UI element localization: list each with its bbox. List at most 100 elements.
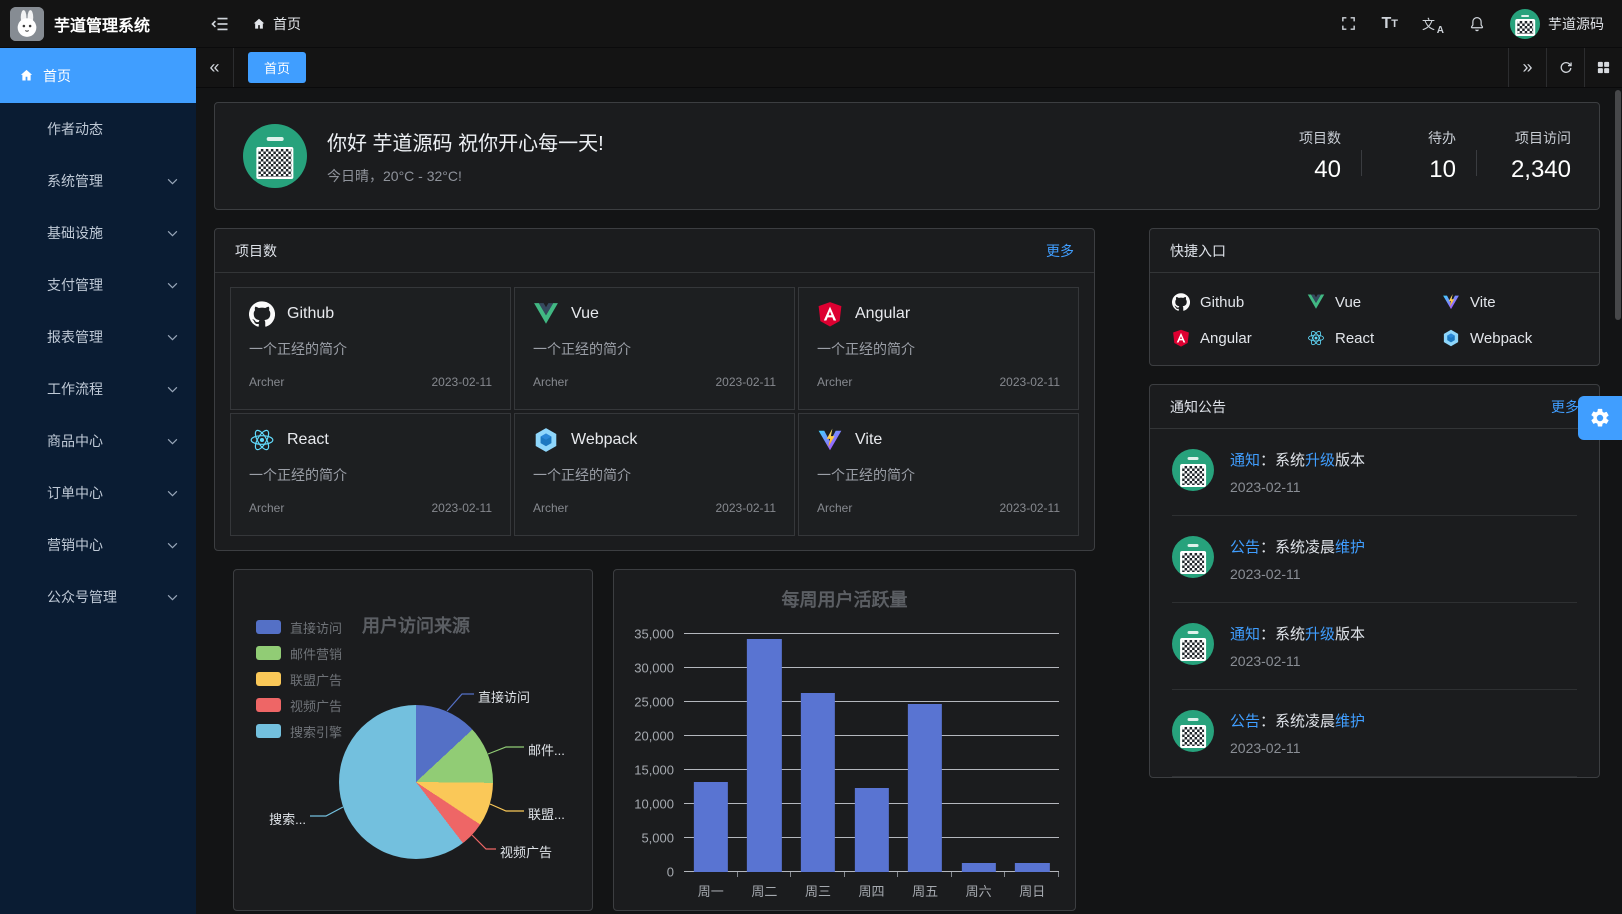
bar-slot: 周二: [738, 634, 792, 899]
settings-gear-button[interactable]: [1578, 396, 1622, 440]
x-axis-tick-label: 周五: [912, 884, 939, 899]
legend-swatch: [256, 698, 281, 712]
projects-panel: 项目数 更多 Github 一个正经的简介 Archer 2023-02-11: [214, 228, 1095, 551]
tab-home[interactable]: 首页: [248, 52, 307, 83]
sidebar-item-report[interactable]: 报表管理: [0, 311, 196, 363]
y-axis-tick-label: 30,000: [634, 660, 674, 676]
fullscreen-icon[interactable]: [1340, 15, 1357, 32]
webpack-icon: [535, 428, 557, 452]
sidebar-item-order[interactable]: 订单中心: [0, 467, 196, 519]
x-axis-tick-label: 周六: [965, 884, 992, 899]
stat-todo: 待办 10: [1428, 130, 1456, 183]
bar-slot: 周六: [952, 634, 1006, 899]
notice-title[interactable]: 通知：系统升级版本: [1230, 626, 1366, 643]
notice-date: 2023-02-11: [1230, 740, 1301, 756]
breadcrumb-label: 首页: [273, 15, 301, 32]
sidebar-item-pay[interactable]: 支付管理: [0, 259, 196, 311]
notice-avatar: [1172, 623, 1214, 665]
projects-more-link[interactable]: 更多: [1046, 242, 1074, 259]
bell-icon[interactable]: [1468, 15, 1486, 33]
react-icon: [250, 429, 274, 451]
sidebar-item-home[interactable]: 首页: [0, 48, 196, 103]
legend-item[interactable]: 直接访问: [256, 614, 342, 640]
chevron-down-icon: [167, 438, 178, 445]
sidebar-item-infra[interactable]: 基础设施: [0, 207, 196, 259]
welcome-stats: 项目数 40 待办 10 项目访问 2,340: [1267, 128, 1571, 184]
bar-slot: 周日: [1005, 634, 1059, 899]
x-axis-tick-label: 周三: [804, 884, 831, 899]
bar: [961, 863, 996, 872]
user-menu[interactable]: 芋道源码: [1510, 8, 1604, 39]
project-card-webpack: Webpack 一个正经的简介 Archer 2023-02-11: [514, 413, 795, 536]
project-card-vite: Vite 一个正经的简介 Archer 2023-02-11: [798, 413, 1079, 536]
sidebar-item-product[interactable]: 商品中心: [0, 415, 196, 467]
legend-item[interactable]: 视频广告: [256, 692, 342, 718]
bar-chart-card: 每周用户活跃量 0 5,000 10,000 15,000 20,000 25,000 30…: [613, 569, 1076, 911]
gear-icon: [1591, 408, 1609, 427]
notice-title[interactable]: 公告：系统凌晨维护: [1230, 713, 1366, 730]
angular-icon: [818, 302, 842, 327]
shortcut-github[interactable]: Github: [1172, 293, 1307, 311]
notice-date: 2023-02-11: [1230, 566, 1301, 582]
y-axis-tick-label: 10,000: [634, 796, 674, 812]
gridline: [684, 633, 1059, 634]
user-qr-avatar: [243, 124, 307, 188]
legend-swatch: [256, 646, 281, 660]
tabs-scroll-right-icon[interactable]: »: [1508, 48, 1546, 87]
bar: [1015, 863, 1050, 872]
sidebar-item-wechat[interactable]: 公众号管理: [0, 571, 196, 623]
legend-swatch: [256, 724, 281, 738]
notice-avatar: [1172, 449, 1214, 491]
pie-label: 邮件...: [528, 743, 565, 758]
shortcut-angular[interactable]: Angular: [1172, 329, 1307, 347]
pie-label: 直接访问: [478, 690, 531, 705]
vite-icon: [1443, 294, 1459, 310]
legend-swatch: [256, 620, 281, 634]
main-content: 你好 芋道源码 祝你开心每一天! 今日晴，20°C - 32°C! 项目数 40…: [196, 88, 1622, 914]
legend-item[interactable]: 邮件营销: [256, 640, 342, 666]
shortcuts-panel: 快捷入口 Github Vue Vite: [1149, 228, 1600, 366]
sidebar-item-system[interactable]: 系统管理: [0, 155, 196, 207]
sidebar-fold-icon[interactable]: [210, 14, 230, 34]
sidebar-item-workflow[interactable]: 工作流程: [0, 363, 196, 415]
shortcut-vite[interactable]: Vite: [1442, 293, 1577, 311]
sidebar-item-author[interactable]: 作者动态: [47, 121, 103, 137]
projects-title: 项目数: [235, 242, 277, 259]
breadcrumb[interactable]: 首页: [252, 14, 301, 34]
chevron-down-icon: [167, 490, 178, 497]
notice-date: 2023-02-11: [1230, 653, 1301, 669]
app-title: 芋道管理系统: [54, 17, 151, 35]
greeting-text: 你好 芋道源码 祝你开心每一天!: [327, 132, 604, 155]
sidebar-item-marketing[interactable]: 营销中心: [0, 519, 196, 571]
chevron-down-icon: [167, 334, 178, 341]
tabs-scroll-left-icon[interactable]: «: [196, 48, 234, 87]
divider: [1476, 150, 1477, 176]
webpack-icon: [1443, 329, 1459, 347]
home-icon: [253, 18, 265, 29]
bar: [800, 693, 836, 872]
bar: [747, 639, 782, 872]
pie-circle: [339, 705, 493, 859]
notice-title[interactable]: 通知：系统升级版本: [1230, 452, 1366, 469]
y-axis-tick-label: 35,000: [634, 626, 674, 642]
legend-item[interactable]: 联盟广告: [256, 666, 342, 692]
scrollbar-thumb[interactable]: [1615, 90, 1621, 320]
shortcut-vue[interactable]: Vue: [1307, 293, 1442, 311]
notices-more-link[interactable]: 更多: [1551, 398, 1579, 415]
shortcut-webpack[interactable]: Webpack: [1442, 329, 1577, 347]
tabbar: « 首页 »: [196, 48, 1622, 88]
stat-visits: 项目访问 2,340: [1510, 130, 1571, 183]
refresh-icon[interactable]: [1546, 48, 1584, 87]
gridline: [684, 769, 1059, 770]
legend-item[interactable]: 搜索引擎: [256, 718, 342, 744]
shortcut-react[interactable]: React: [1307, 329, 1442, 347]
project-card-react: React 一个正经的简介 Archer 2023-02-11: [230, 413, 511, 536]
notice-item: 通知：系统升级版本 2023-02-11: [1172, 603, 1577, 690]
notice-item: 公告：系统凌晨维护 2023-02-11: [1172, 516, 1577, 603]
tabs-menu-grid-icon[interactable]: [1584, 48, 1622, 87]
notice-title[interactable]: 公告：系统凌晨维护: [1230, 539, 1366, 556]
y-axis-tick-label: 5,000: [641, 830, 674, 846]
